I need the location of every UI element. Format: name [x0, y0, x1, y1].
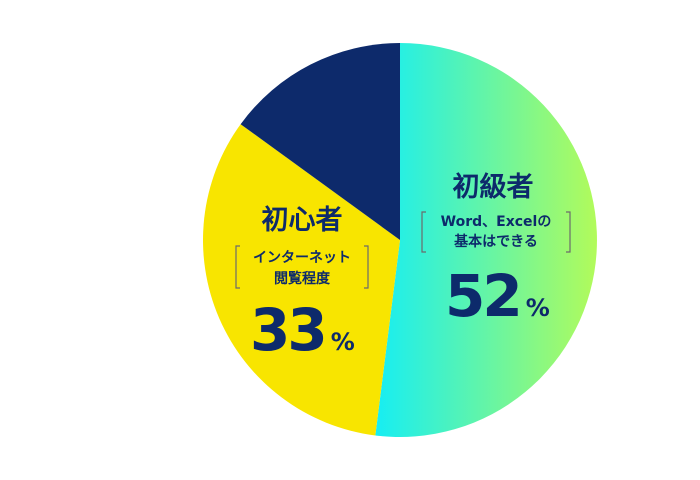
slice-beginner-description-line2: 基本はできる	[454, 233, 538, 250]
slice-novice-unit: %	[331, 328, 355, 356]
slice-novice-value-label: 33%	[250, 296, 355, 364]
slice-novice-label: 初心者 インターネット 閲覧程度 33%	[235, 205, 369, 364]
slice-novice	[202, 124, 400, 436]
slice-beginner-value-label: 52%	[445, 262, 550, 330]
slice-novice-title: 初心者	[262, 205, 343, 236]
slice-beginner-unit: %	[526, 294, 550, 322]
slice-beginner-title: 初級者	[453, 171, 534, 203]
left-bracket	[235, 245, 240, 289]
slice-novice-description-line1: インターネット	[253, 250, 351, 266]
left-bracket	[421, 211, 426, 253]
right-bracket	[364, 245, 369, 289]
slice-novice-description-line2: 閲覧程度	[274, 270, 331, 287]
slice-beginner-value: 52	[445, 262, 520, 330]
slice-beginner-label: 初級者 Word、Excelの 基本はできる 52%	[421, 171, 571, 330]
slice-novice-value: 33	[250, 296, 325, 364]
pie-slices	[202, 43, 597, 437]
slice-other	[240, 43, 400, 240]
slice-beginner-description-line1: Word、Excelの	[441, 214, 552, 230]
slice-beginner	[375, 43, 597, 437]
right-bracket	[566, 211, 571, 253]
